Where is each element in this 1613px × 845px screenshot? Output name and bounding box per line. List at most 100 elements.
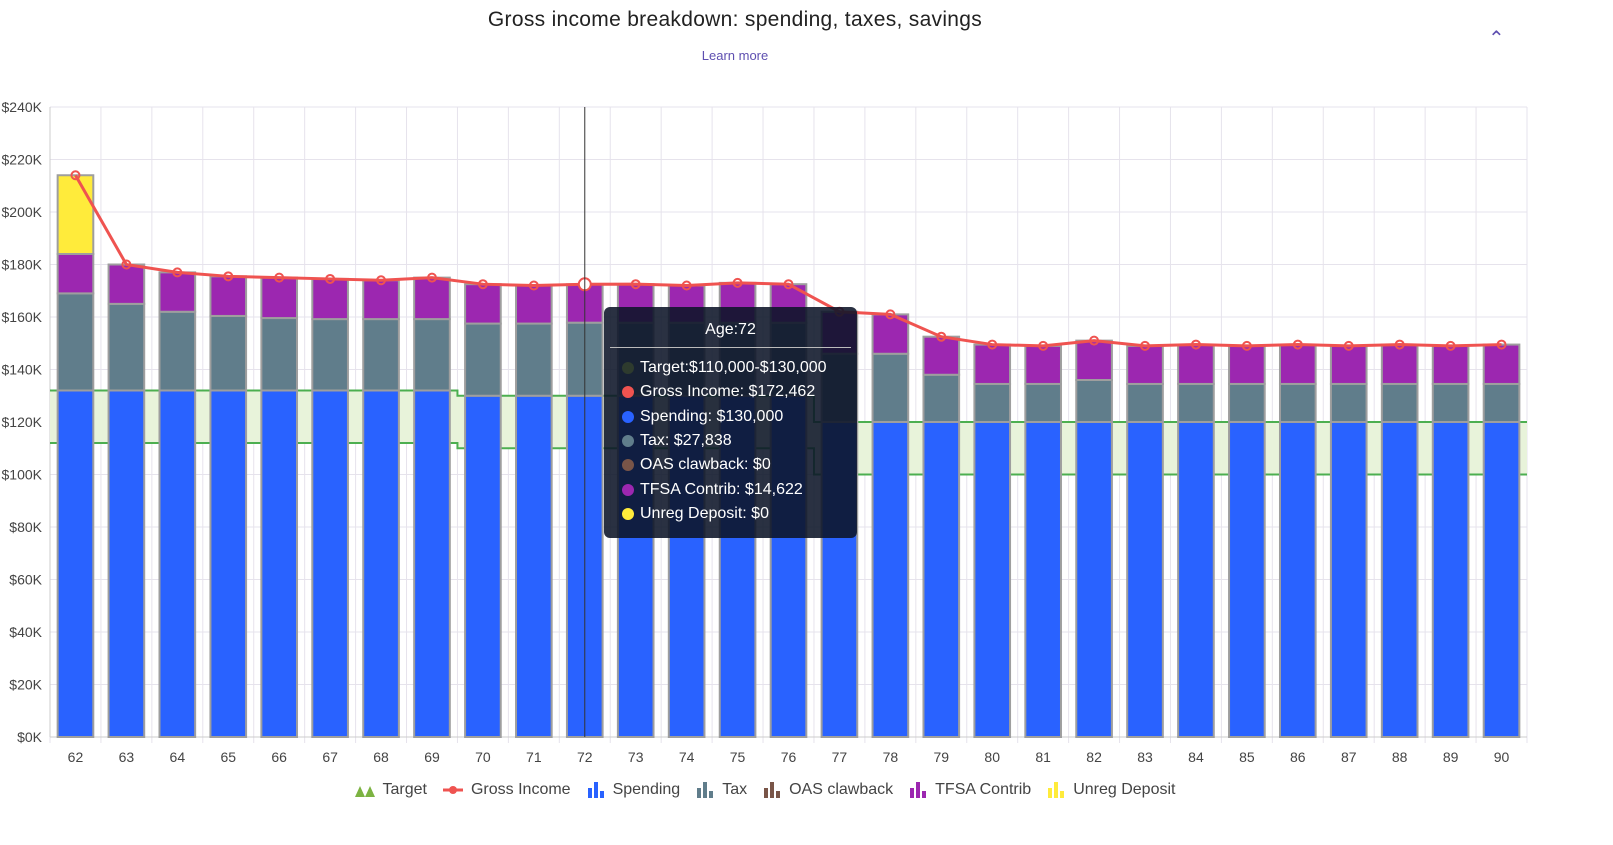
tooltip-row-label: Target:$110,000-$130,000	[640, 359, 827, 377]
bar-spending	[973, 421, 1012, 738]
bar-tax	[413, 318, 451, 392]
gross-income-point	[630, 279, 641, 290]
x-tick-label: 84	[1188, 749, 1204, 765]
learn-more-link[interactable]: Learn more	[701, 48, 769, 63]
chevron-up-icon[interactable]: ⌃	[1488, 28, 1505, 50]
y-tick-label: $40K	[9, 624, 42, 640]
series-dot-icon	[622, 435, 634, 448]
tooltip-title: Age:72	[610, 307, 851, 348]
gross-income-point	[121, 259, 132, 270]
x-tick-label: 88	[1392, 749, 1408, 765]
bar-tax	[1075, 379, 1113, 423]
legend-item[interactable]: Spending	[587, 781, 681, 799]
gross-income-point	[681, 280, 692, 291]
legend-area-icon	[354, 783, 375, 797]
legend-label: Spending	[612, 781, 681, 798]
legend-item[interactable]: Gross Income	[442, 781, 571, 799]
bar-tfsa-contrib	[515, 284, 553, 325]
tooltip-row: Spending: $130,000	[604, 405, 857, 429]
legend-item[interactable]: OAS clawback	[763, 781, 893, 799]
legend-item[interactable]: TFSA Contrib	[909, 781, 1031, 799]
bar-tax	[922, 373, 961, 423]
x-tick-label: 86	[1290, 749, 1306, 765]
x-tick-label: 63	[119, 749, 135, 765]
legend-bar-icon	[1047, 782, 1065, 798]
x-tick-label: 73	[628, 749, 644, 765]
bar-tfsa-contrib	[311, 277, 349, 321]
bar-tfsa-contrib	[1024, 344, 1062, 385]
bar-tfsa-contrib	[260, 276, 299, 320]
x-tick-label: 64	[170, 749, 186, 765]
legend-label: OAS clawback	[789, 781, 894, 798]
gross-income-point	[1241, 340, 1252, 351]
bar-tax	[464, 322, 502, 397]
legend-label: TFSA Contrib	[935, 781, 1032, 798]
tooltip-row-label: TFSA Contrib: $14,622	[640, 480, 803, 498]
y-tick-label: $120K	[2, 414, 43, 430]
bar-spending	[922, 421, 961, 738]
legend-label: Unreg Deposit	[1073, 781, 1176, 798]
gross-income-point	[987, 339, 998, 350]
gross-income-point	[1394, 339, 1405, 350]
gross-income-point	[477, 279, 488, 290]
gross-income-line	[74, 174, 1502, 348]
gross-income-point	[1038, 340, 1049, 351]
x-tick-label: 76	[781, 749, 797, 765]
legend-item[interactable]: Target	[354, 781, 427, 799]
bar-tax	[515, 322, 553, 397]
legend-label: Target	[382, 781, 427, 798]
gross-income-point	[1445, 340, 1456, 351]
series-dot-icon	[622, 507, 634, 520]
legend: Target Gross Income Spending Tax OAS clawbac…	[0, 781, 1530, 799]
bar-spending	[107, 389, 146, 738]
legend-item[interactable]: Tax	[696, 781, 747, 799]
bar-spending	[158, 389, 197, 738]
bar-tfsa-contrib	[1075, 339, 1113, 381]
bar-spending	[464, 394, 502, 738]
legend-bar-icon	[763, 782, 781, 798]
bar-tax	[1431, 382, 1470, 423]
bar-tfsa-contrib	[362, 279, 400, 321]
legend-bar-icon	[909, 782, 927, 798]
bar-spending	[1228, 421, 1266, 738]
y-tick-label: $0K	[17, 729, 43, 745]
tooltip-row: Tax: $27,838	[604, 429, 857, 453]
bar-tfsa-contrib	[1126, 344, 1164, 385]
x-tick-label: 90	[1494, 749, 1510, 765]
legend-line-icon	[442, 783, 463, 797]
gross-income-point	[70, 170, 81, 181]
tooltip-row: Unreg Deposit: $0	[604, 502, 857, 526]
tooltip-row-label: OAS clawback: $0	[640, 456, 771, 474]
x-tick-label: 82	[1086, 749, 1102, 765]
legend-bar-icon	[587, 782, 605, 798]
bar-tax	[209, 314, 248, 392]
x-tick-label: 71	[526, 749, 542, 765]
bar-tfsa-contrib	[1278, 343, 1317, 385]
y-tick-label: $160K	[2, 309, 43, 325]
bar-tax	[1228, 382, 1266, 423]
legend-item[interactable]: Unreg Deposit	[1047, 781, 1175, 799]
bar-tax	[871, 352, 910, 423]
bar-tax	[1329, 382, 1368, 423]
tooltip-row: OAS clawback: $0	[604, 453, 857, 477]
bar-tfsa-contrib	[158, 271, 197, 313]
legend-label: Tax	[722, 781, 748, 798]
tooltip-row: Gross Income: $172,462	[604, 380, 857, 404]
chart-title: Gross income breakdown: spending, taxes,…	[487, 8, 983, 31]
bar-tax	[1126, 382, 1164, 423]
bar-tfsa-contrib	[1177, 343, 1215, 385]
y-tick-label: $80K	[9, 519, 42, 535]
bar-spending	[1482, 421, 1521, 738]
gross-income-point	[1496, 339, 1507, 350]
tooltip-row-label: Tax: $27,838	[640, 432, 732, 450]
gross-income-point	[274, 272, 285, 283]
bar-tfsa-contrib	[1329, 344, 1368, 385]
bar-tfsa-contrib	[56, 253, 95, 295]
gross-income-point	[325, 273, 336, 284]
bar-spending	[1177, 421, 1215, 738]
x-tick-label: 83	[1137, 749, 1153, 765]
tooltip-row: TFSA Contrib: $14,622	[604, 477, 857, 501]
gross-income-point	[936, 331, 947, 342]
gross-income-point	[783, 279, 794, 290]
x-tick-label: 66	[271, 749, 287, 765]
